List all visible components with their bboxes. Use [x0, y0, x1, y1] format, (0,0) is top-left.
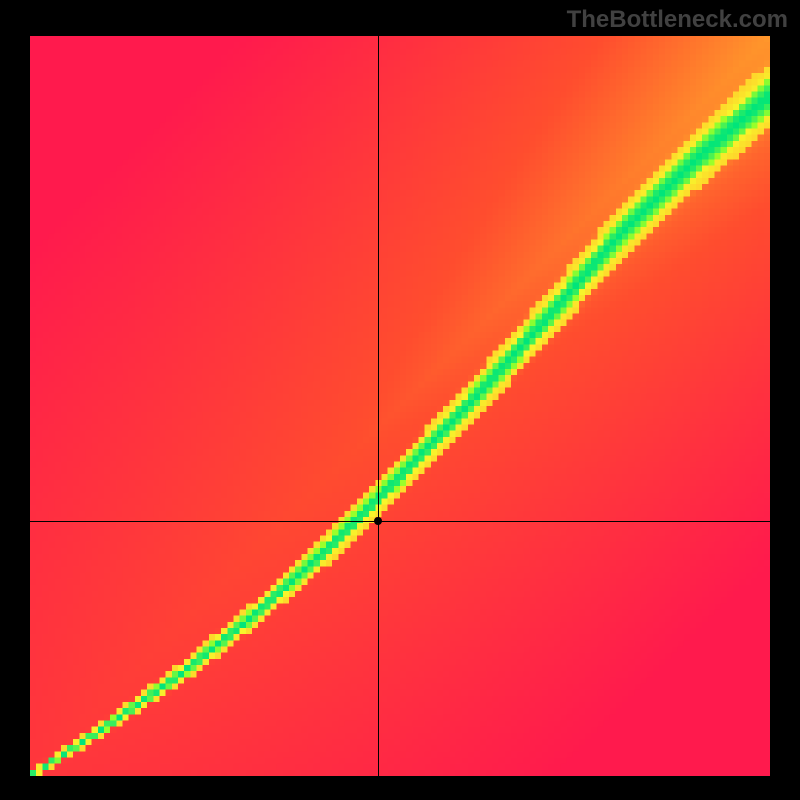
- crosshair-vertical: [378, 36, 379, 776]
- watermark-text: TheBottleneck.com: [567, 6, 788, 34]
- chart-container: TheBottleneck.com: [0, 0, 800, 800]
- crosshair-horizontal: [30, 521, 770, 522]
- crosshair-dot: [374, 517, 382, 525]
- plot-area: [30, 36, 770, 776]
- heatmap-canvas: [30, 36, 770, 776]
